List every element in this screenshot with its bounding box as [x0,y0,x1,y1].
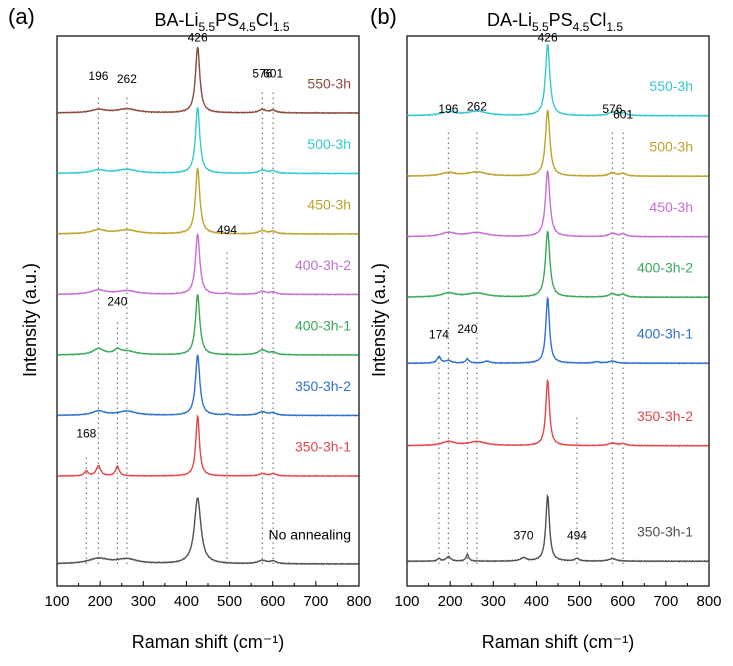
series-line-350-3h-2 [407,378,709,448]
panel-label-b: (b) [370,4,397,29]
x-tick-label-100: 100 [44,593,69,610]
x-tick-label-400: 400 [174,593,199,610]
series-line-500-3h [407,109,709,178]
panel-b-guide-lines [438,129,624,564]
trace-label-350-3h-1: 350-3h-1 [637,524,693,540]
panel-a-plot-frame [56,35,360,587]
trace-label-350-3h-2: 350-3h-2 [637,408,693,424]
panel-a-guide-lines [85,91,274,564]
trace-label-550-3h: 550-3h [307,75,351,91]
panel-b-plot-frame [406,35,710,587]
x-tick-label-800: 800 [346,593,371,610]
peak-label-576: 576 [602,102,622,116]
peak-label-196: 196 [88,69,108,83]
series-line-400-3h-1 [57,293,359,357]
x-tick-label-400: 400 [524,593,549,610]
trace-label-400-3h-1: 400-3h-1 [637,326,693,342]
peak-label-426: 426 [538,31,558,45]
panel-a-x-ticks: 100 200 300 400 500 600 700 800 [44,581,372,610]
series-line-450-3h [57,167,359,236]
panel-a-xlabel: Raman shift (cm⁻¹) [132,632,285,652]
peak-label-370: 370 [513,528,533,542]
peak-label-576: 576 [252,66,272,80]
x-tick-label-500: 500 [217,593,242,610]
series-line-400-3h-2 [57,233,359,296]
panel-b-xlabel: Raman shift (cm⁻¹) [482,632,635,652]
x-tick-label-300: 300 [131,593,156,610]
peak-label-168: 168 [76,427,96,441]
peak-label-196: 196 [438,102,458,116]
x-tick-label-800: 800 [696,593,721,610]
peak-label-262: 262 [117,72,137,86]
trace-label-450-3h: 450-3h [307,196,351,212]
series-line-400-3h-1 [407,296,709,365]
panel-a-ylabel: Intensity (a.u.) [20,263,40,377]
panel-a-title: BA-Li5.5PS4.5Cl1.5 [154,10,289,34]
peak-label-174: 174 [429,328,449,342]
peak-label-494: 494 [567,528,587,542]
panel-b-ylabel: Intensity (a.u.) [369,263,389,377]
trace-label-no-annealing: No annealing [268,526,351,542]
peak-label-240: 240 [107,295,127,309]
peak-label-601: 601 [263,66,283,80]
panel-b-title: DA-Li5.5PS4.5Cl1.5 [487,10,623,34]
series-line-550-3h [57,46,359,115]
series-line-500-3h [57,106,359,175]
trace-label-400-3h-1: 400-3h-1 [295,317,351,333]
trace-label-400-3h-2: 400-3h-2 [295,257,351,273]
trace-label-550-3h: 550-3h [649,78,693,94]
panel-b-trace-labels: 550-3h 500-3h 450-3h 400-3h-2 400-3h-1 350-3h… [637,78,693,540]
series-line-450-3h [407,169,709,239]
trace-label-500-3h: 500-3h [649,139,693,155]
panel-a-trace-labels: 550-3h 500-3h 450-3h 400-3h-2 400-3h-1 350-3h… [268,75,351,542]
series-line-400-3h-2 [407,230,709,299]
x-tick-label-600: 600 [610,593,635,610]
x-tick-label-200: 200 [88,593,113,610]
trace-label-350-3h-2: 350-3h-2 [295,378,351,394]
peak-label-426: 426 [188,31,208,45]
panel-a: (a) BA-Li5.5PS4.5Cl1.5 Intensity (a.u.) … [8,4,372,652]
panel-b: (b) DA-Li5.5PS4.5Cl1.5 Intensity (a.u.) … [369,4,722,652]
x-tick-label-700: 700 [653,593,678,610]
trace-label-350-3h-1: 350-3h-1 [295,438,351,454]
series-line-no-annealing [57,497,359,566]
trace-label-500-3h: 500-3h [307,136,351,152]
peak-label-601: 601 [613,108,633,122]
series-line-550-3h [407,43,709,118]
panel-label-a: (a) [8,4,35,29]
x-tick-label-100: 100 [394,593,419,610]
peak-label-240: 240 [457,322,477,336]
peak-label-262: 262 [467,99,487,113]
x-tick-label-700: 700 [303,593,328,610]
series-line-350-3h-2 [57,354,359,417]
x-tick-label-200: 200 [438,593,463,610]
panel-b-x-ticks: 100 200 300 400 500 600 700 800 [394,581,722,610]
x-tick-label-300: 300 [481,593,506,610]
panel-a-series [57,46,359,566]
peak-label-494: 494 [217,223,237,237]
panel-b-series [407,43,709,563]
series-line-350-3h-1 [407,493,709,563]
trace-label-450-3h: 450-3h [649,199,693,215]
x-tick-label-500: 500 [567,593,592,610]
x-tick-label-600: 600 [260,593,285,610]
series-line-350-3h-1 [57,414,359,478]
trace-label-400-3h-2: 400-3h-2 [637,260,693,276]
